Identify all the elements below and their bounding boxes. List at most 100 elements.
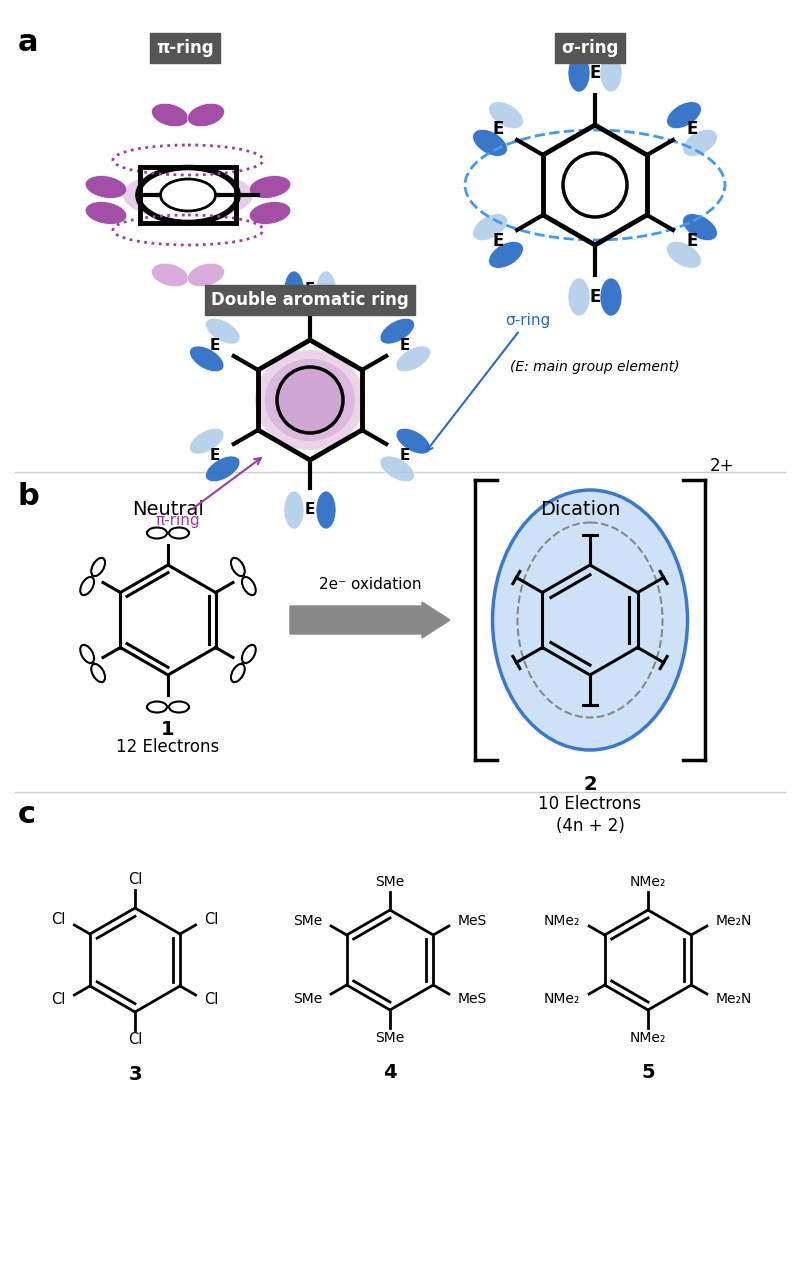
- Text: SMe: SMe: [294, 913, 322, 927]
- Ellipse shape: [255, 350, 365, 450]
- Ellipse shape: [666, 102, 702, 129]
- Ellipse shape: [168, 181, 208, 209]
- Text: π-ring: π-ring: [155, 459, 261, 527]
- Ellipse shape: [380, 318, 414, 344]
- Text: ··: ··: [240, 659, 246, 669]
- Ellipse shape: [682, 130, 718, 157]
- Text: c: c: [18, 800, 36, 829]
- Text: E: E: [210, 338, 220, 353]
- Ellipse shape: [80, 645, 94, 662]
- Text: ··: ··: [165, 702, 171, 712]
- Text: Cl: Cl: [128, 1032, 142, 1047]
- Ellipse shape: [666, 241, 702, 269]
- Text: E: E: [400, 338, 410, 353]
- Ellipse shape: [265, 359, 355, 441]
- Text: E: E: [686, 120, 698, 138]
- Ellipse shape: [231, 558, 245, 576]
- Text: Cl: Cl: [204, 912, 218, 927]
- Text: (E: main group element): (E: main group element): [510, 361, 680, 375]
- Text: E: E: [400, 447, 410, 462]
- Ellipse shape: [489, 241, 523, 269]
- Text: ··: ··: [90, 659, 96, 669]
- Ellipse shape: [284, 271, 304, 310]
- Ellipse shape: [316, 490, 336, 529]
- Ellipse shape: [380, 456, 414, 482]
- Text: E: E: [305, 502, 315, 517]
- Ellipse shape: [147, 527, 167, 539]
- Text: 1: 1: [161, 720, 175, 739]
- Text: ··: ··: [90, 572, 96, 581]
- Ellipse shape: [242, 577, 256, 595]
- Ellipse shape: [151, 103, 189, 126]
- Ellipse shape: [493, 490, 687, 750]
- Text: Cl: Cl: [51, 992, 66, 1008]
- Text: Double aromatic ring: Double aromatic ring: [211, 290, 409, 310]
- Ellipse shape: [242, 645, 256, 662]
- Ellipse shape: [161, 180, 215, 211]
- Ellipse shape: [568, 54, 590, 92]
- Ellipse shape: [396, 347, 430, 372]
- Ellipse shape: [169, 527, 189, 539]
- Text: SMe: SMe: [375, 1031, 405, 1045]
- Ellipse shape: [187, 264, 225, 287]
- Text: π-ring: π-ring: [156, 39, 214, 57]
- Text: 2: 2: [583, 775, 597, 794]
- Ellipse shape: [190, 347, 224, 372]
- Text: Cl: Cl: [204, 992, 218, 1008]
- Text: 2e⁻ oxidation: 2e⁻ oxidation: [318, 577, 422, 592]
- Text: Dication: Dication: [540, 499, 620, 519]
- Ellipse shape: [250, 176, 290, 199]
- Ellipse shape: [473, 214, 507, 241]
- Text: Neutral: Neutral: [132, 499, 204, 519]
- Ellipse shape: [473, 130, 507, 157]
- Text: 4: 4: [383, 1063, 397, 1082]
- Ellipse shape: [123, 169, 253, 220]
- Text: MeS: MeS: [458, 992, 486, 1006]
- Ellipse shape: [316, 271, 336, 310]
- Ellipse shape: [169, 702, 189, 712]
- Text: Me₂N: Me₂N: [715, 992, 752, 1006]
- Text: Cl: Cl: [51, 912, 66, 927]
- Ellipse shape: [190, 428, 224, 454]
- Ellipse shape: [148, 177, 228, 213]
- Text: E: E: [492, 120, 504, 138]
- Text: 10 Electrons: 10 Electrons: [538, 795, 642, 813]
- Text: (4n + 2): (4n + 2): [555, 817, 625, 834]
- Ellipse shape: [147, 702, 167, 712]
- Text: NMe₂: NMe₂: [544, 992, 581, 1006]
- Text: NMe₂: NMe₂: [630, 875, 666, 889]
- Text: b: b: [18, 482, 40, 511]
- Ellipse shape: [80, 577, 94, 595]
- Ellipse shape: [86, 201, 126, 224]
- Text: E: E: [686, 232, 698, 250]
- Ellipse shape: [250, 201, 290, 224]
- Ellipse shape: [600, 54, 622, 92]
- Text: σ-ring: σ-ring: [426, 312, 550, 451]
- Text: 3: 3: [128, 1065, 142, 1084]
- Text: NMe₂: NMe₂: [544, 913, 581, 927]
- Text: E: E: [590, 288, 601, 306]
- Text: NMe₂: NMe₂: [630, 1031, 666, 1045]
- Text: 5: 5: [641, 1063, 655, 1082]
- Ellipse shape: [682, 214, 718, 241]
- Text: Cl: Cl: [128, 873, 142, 888]
- Text: E: E: [590, 64, 601, 82]
- Text: E: E: [210, 447, 220, 462]
- Ellipse shape: [284, 490, 304, 529]
- Ellipse shape: [91, 558, 105, 576]
- Ellipse shape: [489, 102, 523, 129]
- Text: MeS: MeS: [458, 913, 486, 927]
- Ellipse shape: [206, 318, 240, 344]
- Ellipse shape: [151, 264, 189, 287]
- Ellipse shape: [187, 103, 225, 126]
- Ellipse shape: [91, 664, 105, 682]
- Text: 2+: 2+: [710, 457, 734, 475]
- Text: 12 Electrons: 12 Electrons: [116, 738, 220, 755]
- FancyArrow shape: [290, 603, 450, 638]
- Text: a: a: [18, 28, 38, 57]
- Ellipse shape: [206, 456, 240, 482]
- Ellipse shape: [600, 278, 622, 316]
- Text: E: E: [305, 283, 315, 298]
- Text: SMe: SMe: [294, 992, 322, 1006]
- Text: Me₂N: Me₂N: [715, 913, 752, 927]
